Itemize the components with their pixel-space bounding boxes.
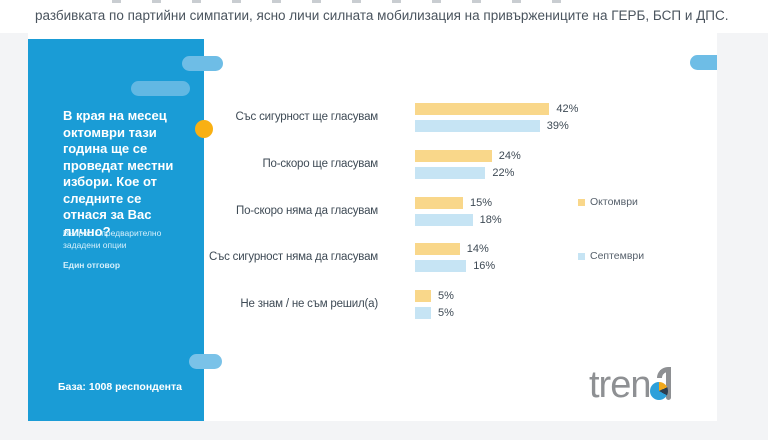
category-label: Не знам / не съм решил(а) — [240, 298, 378, 310]
value-label: 16% — [473, 260, 496, 272]
bar-september — [415, 167, 486, 179]
trend-logo-text: tren — [589, 364, 651, 406]
value-label: 5% — [438, 307, 454, 319]
bar-october — [415, 290, 431, 302]
value-label: 22% — [492, 167, 515, 179]
cutoff-text-line — [112, 0, 582, 3]
value-label: 14% — [466, 243, 489, 255]
sample-base: База: 1008 респондента — [58, 381, 183, 393]
legend-swatch-september — [578, 252, 585, 260]
value-label: 18% — [479, 214, 502, 226]
decor-orange-dot — [195, 120, 213, 138]
category-label: Със сигурност ще гласувам — [235, 111, 378, 123]
pie-chart-icon — [650, 382, 669, 400]
decor-pill-top — [182, 56, 223, 71]
trend-logo-d-hook — [657, 367, 672, 378]
value-label: 15% — [470, 197, 493, 209]
question-note: Въпрос с предварително зададени опции — [63, 228, 162, 250]
trend-logo-d — [650, 364, 673, 406]
value-label: 5% — [438, 290, 454, 302]
top-text-band: разбивката по партийни симпатии, ясно ли… — [0, 0, 768, 33]
legend-label-october: Октомври — [590, 196, 638, 208]
bar-october — [415, 243, 460, 255]
chart-group: По-скоро ще гласувам 24% 22% — [0, 150, 768, 179]
decor-pill-bottom — [189, 354, 222, 369]
category-label: По-скоро няма да гласувам — [236, 205, 378, 217]
answer-type-note: Един отговор — [63, 260, 121, 270]
decor-pill-upper — [131, 81, 190, 96]
legend-label-september: Септември — [590, 250, 645, 262]
question-text: В края на месец октомври тази година ще … — [63, 108, 174, 239]
decor-pill-right — [690, 55, 717, 70]
bar-september — [415, 214, 473, 226]
category-label: По-скоро ще гласувам — [262, 158, 378, 170]
bar-october — [415, 150, 492, 162]
value-label: 24% — [498, 150, 521, 162]
chart-group: По-скоро няма да гласувам 15% 18% — [0, 197, 768, 226]
bar-september — [415, 307, 431, 319]
trend-logo-d-stem — [666, 368, 672, 400]
bar-october — [415, 103, 550, 115]
category-label: Със сигурност няма да гласувам — [209, 251, 378, 263]
bar-october — [415, 197, 463, 209]
bar-september — [415, 120, 540, 132]
chart-group: Със сигурност ще гласувам 42% 39% — [0, 103, 768, 132]
question-panel: В края на месец октомври тази година ще … — [28, 39, 204, 421]
intro-sentence: разбивката по партийни симпатии, ясно ли… — [35, 8, 729, 23]
trend-logo: tren — [589, 364, 673, 408]
chart-group: Със сигурност няма да гласувам 14% 16% — [0, 243, 768, 272]
bar-september — [415, 260, 467, 272]
legend-item-october: Октомври — [578, 196, 638, 208]
chart-group: Не знам / не съм решил(а) 5% 5% — [0, 290, 768, 319]
legend-item-september: Септември — [578, 250, 644, 262]
value-label: 42% — [556, 103, 579, 115]
legend-swatch-october — [578, 198, 585, 206]
value-label: 39% — [546, 120, 569, 132]
